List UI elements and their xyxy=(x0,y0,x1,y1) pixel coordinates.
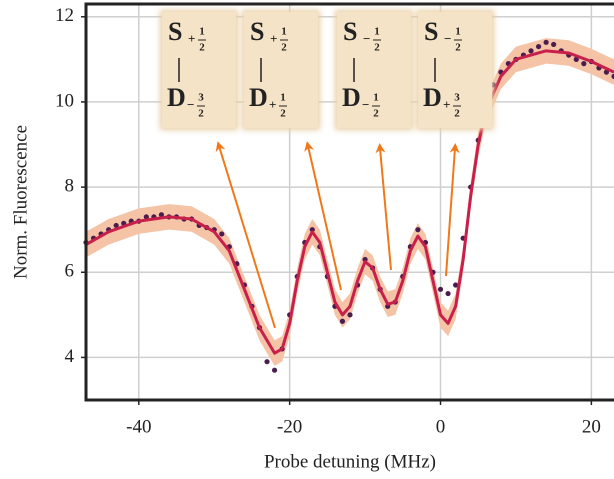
state-sign: + xyxy=(270,31,277,46)
transition-label: S +12D +12 xyxy=(242,10,320,130)
arrow xyxy=(304,141,342,291)
state-sign: − xyxy=(444,31,451,46)
state-letter: D xyxy=(167,83,186,112)
data-point xyxy=(551,41,557,48)
data-point xyxy=(143,214,149,220)
state-sign: − xyxy=(187,97,194,112)
x-tick-label: 20 xyxy=(582,416,601,437)
label-box xyxy=(162,12,236,128)
axes-frame xyxy=(84,2,614,402)
state-sign: + xyxy=(269,97,276,112)
state-sign: − xyxy=(362,97,369,112)
y-tick-label: 6 xyxy=(65,261,75,282)
state-letter: S xyxy=(168,17,182,46)
state-numerator: 3 xyxy=(198,92,204,104)
state-denominator: 2 xyxy=(454,108,460,120)
data-point xyxy=(535,43,542,50)
data-point xyxy=(347,312,353,318)
y-tick-label: 4 xyxy=(65,346,75,367)
state-denominator: 2 xyxy=(198,108,204,120)
state-letter: S xyxy=(343,17,357,46)
label-box xyxy=(418,12,492,128)
state-letter: S xyxy=(250,17,264,46)
state-letter: D xyxy=(249,83,268,112)
data-point xyxy=(219,231,225,237)
data-point xyxy=(309,227,315,233)
state-numerator: 1 xyxy=(374,26,380,38)
state-numerator: 1 xyxy=(281,26,287,38)
y-tick-label: 12 xyxy=(55,5,74,26)
data-point xyxy=(581,61,587,67)
state-numerator: 1 xyxy=(455,26,461,38)
data-point xyxy=(611,73,614,79)
arrow xyxy=(375,143,392,271)
data-point xyxy=(158,212,165,218)
data-point xyxy=(543,39,549,45)
label-box xyxy=(337,12,411,128)
y-tick-label: 10 xyxy=(55,90,74,111)
state-numerator: 1 xyxy=(199,26,205,38)
state-numerator: 3 xyxy=(454,92,460,104)
state-letter: D xyxy=(342,83,361,112)
data-point xyxy=(528,48,534,54)
data-point xyxy=(453,282,459,288)
y-axis-label: Norm. Fluorescence xyxy=(10,125,31,279)
state-denominator: 2 xyxy=(455,42,461,54)
label-box xyxy=(244,12,318,128)
state-denominator: 2 xyxy=(281,42,287,54)
data-point xyxy=(339,318,346,324)
state-sign: + xyxy=(443,97,450,112)
state-numerator: 1 xyxy=(280,92,286,104)
x-tick-label: 0 xyxy=(436,416,446,437)
arrow xyxy=(445,143,460,277)
x-tick-label: -20 xyxy=(277,416,302,437)
data-point xyxy=(415,227,421,233)
transition-label: S −12D +32 xyxy=(416,10,494,130)
data-point xyxy=(264,359,270,365)
data-point xyxy=(573,56,579,62)
x-axis-label: Probe detuning (MHz) xyxy=(264,451,436,472)
state-denominator: 2 xyxy=(199,42,205,54)
state-denominator: 2 xyxy=(373,108,379,120)
state-sign: − xyxy=(363,31,370,46)
state-numerator: 1 xyxy=(373,92,379,104)
fit-line xyxy=(85,49,614,355)
data-point xyxy=(437,286,444,292)
state-sign: + xyxy=(188,31,195,46)
data-point xyxy=(445,290,451,297)
state-denominator: 2 xyxy=(374,42,380,54)
state-letter: D xyxy=(423,83,442,112)
data-point xyxy=(271,367,278,373)
state-denominator: 2 xyxy=(280,108,286,120)
transition-label: S +12D −32 xyxy=(160,10,238,130)
y-tick-label: 8 xyxy=(65,175,75,196)
arrow xyxy=(215,141,276,329)
transition-label: S −12D −12 xyxy=(335,10,413,130)
x-tick-label: -40 xyxy=(126,416,151,437)
state-letter: S xyxy=(424,17,438,46)
data-point xyxy=(113,222,119,229)
